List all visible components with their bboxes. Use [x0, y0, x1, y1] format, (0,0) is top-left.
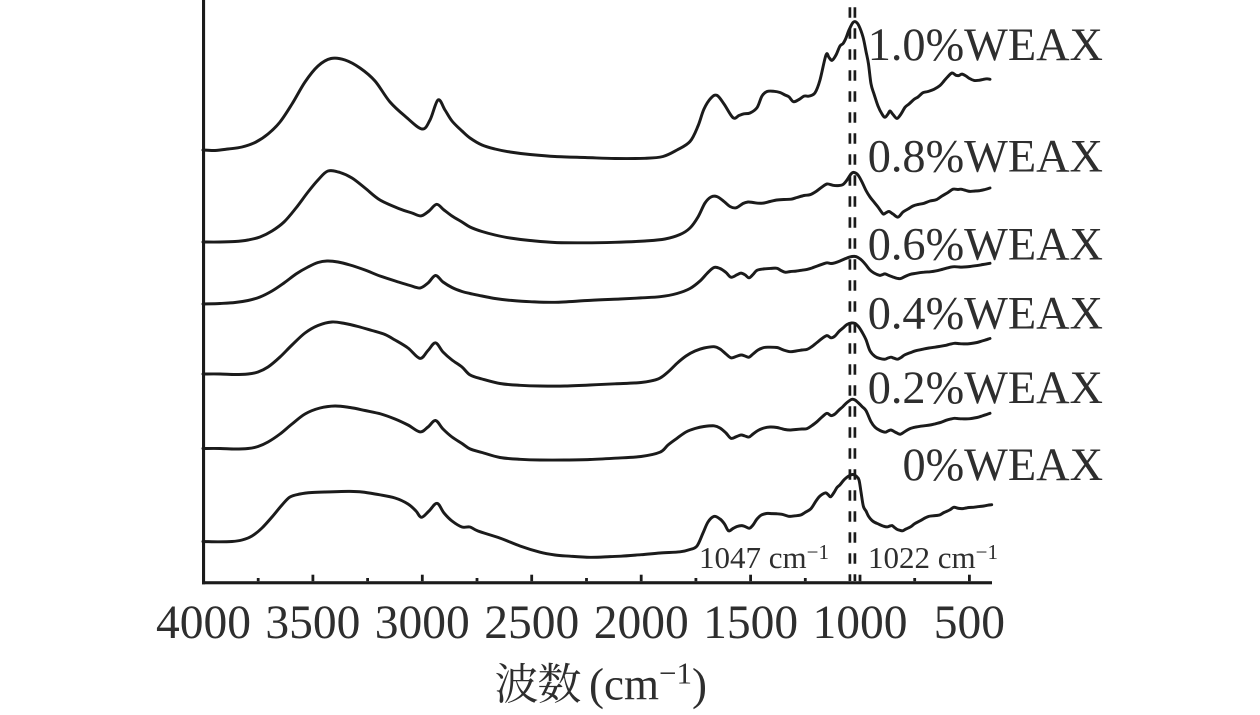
svg-text:1000: 1000 — [813, 597, 908, 649]
svg-text:0.6%WEAX: 0.6%WEAX — [868, 219, 1103, 270]
svg-text:3000: 3000 — [375, 597, 470, 649]
svg-text:3500: 3500 — [265, 597, 360, 649]
svg-text:2000: 2000 — [594, 597, 689, 649]
svg-text:2500: 2500 — [484, 597, 579, 649]
svg-text:(cm−1): (cm−1) — [589, 656, 707, 710]
svg-text:0%WEAX: 0%WEAX — [902, 440, 1103, 491]
svg-text:0.8%WEAX: 0.8%WEAX — [868, 132, 1103, 183]
svg-text:500: 500 — [934, 597, 1005, 649]
svg-text:4000: 4000 — [156, 597, 251, 649]
svg-text:0.2%WEAX: 0.2%WEAX — [868, 363, 1103, 414]
svg-text:1.0%WEAX: 1.0%WEAX — [868, 20, 1103, 71]
svg-text:1500: 1500 — [703, 597, 798, 649]
svg-text:0.4%WEAX: 0.4%WEAX — [868, 288, 1103, 339]
